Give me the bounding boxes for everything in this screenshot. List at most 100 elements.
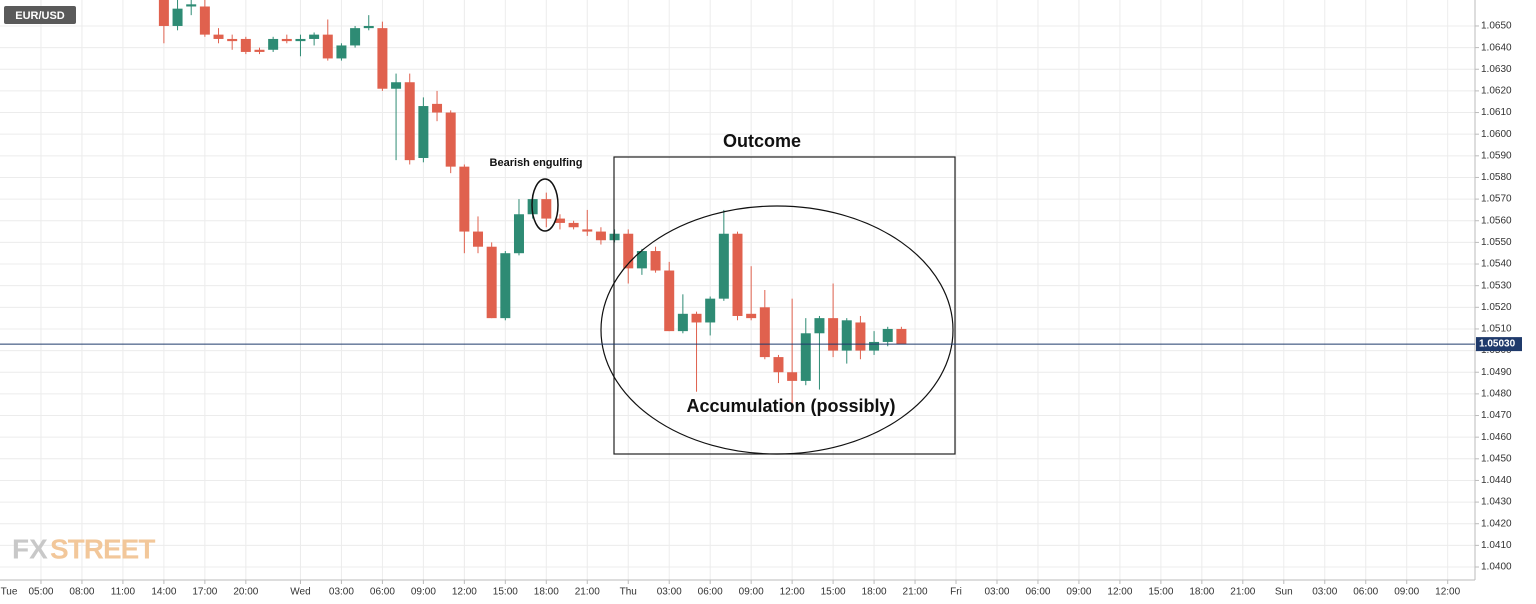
candle-body — [650, 251, 661, 271]
candle-body — [814, 318, 825, 334]
symbol-badge — [4, 6, 76, 24]
y-tick-label: 1.0610 — [1481, 107, 1512, 118]
candle-body — [828, 318, 839, 351]
x-tick-label: 09:00 — [411, 587, 436, 598]
y-tick-label: 1.0460 — [1481, 432, 1512, 443]
y-tick-label: 1.0480 — [1481, 389, 1512, 400]
candle-body — [882, 328, 893, 342]
candle-body — [582, 229, 593, 232]
y-tick-label: 1.0620 — [1481, 86, 1512, 97]
y-tick-label: 1.0600 — [1481, 129, 1512, 140]
x-tick-label: 03:00 — [657, 587, 682, 598]
x-tick-label: Thu — [620, 587, 637, 598]
x-tick-label: 06:00 — [1025, 587, 1050, 598]
x-tick-label: 12:00 — [1435, 587, 1460, 598]
x-tick-label: 12:00 — [452, 587, 477, 598]
candle-body — [869, 341, 880, 351]
x-tick-label: 15:00 — [821, 587, 846, 598]
candle-body — [732, 233, 743, 316]
y-tick-label: 1.0580 — [1481, 172, 1512, 183]
candle-body — [391, 82, 402, 89]
candle-body — [691, 313, 702, 323]
y-tick-label: 1.0630 — [1481, 64, 1512, 75]
x-tick-label: 17:00 — [192, 587, 217, 598]
x-tick-label: 08:00 — [69, 587, 94, 598]
y-tick-label: 1.0440 — [1481, 475, 1512, 486]
candle-body — [336, 45, 347, 59]
candles — [158, 0, 907, 407]
x-tick-label: 09:00 — [739, 587, 764, 598]
x-tick-label: 21:00 — [575, 587, 600, 598]
candle-body — [309, 34, 320, 39]
candle-body — [677, 313, 688, 332]
candle-body — [664, 270, 675, 332]
candle-body — [896, 328, 907, 345]
candle-body — [855, 322, 866, 351]
x-tick-label: Wed — [290, 587, 310, 598]
candle-body — [254, 49, 265, 52]
candle-body — [322, 34, 333, 59]
x-tick-label: 12:00 — [780, 587, 805, 598]
candle-body — [841, 320, 852, 351]
x-tick-label: 12:00 — [1107, 587, 1132, 598]
x-tick-label: 03:00 — [1312, 587, 1337, 598]
last-price-badge — [1476, 337, 1522, 352]
symbol-label: EUR/USD — [15, 10, 65, 22]
zone-label: Accumulation (possibly) — [686, 396, 895, 416]
x-tick-label: 11:00 — [111, 587, 136, 598]
y-tick-label: 1.0540 — [1481, 259, 1512, 270]
candle-body — [746, 313, 757, 319]
last-price-label: 1.05030 — [1479, 339, 1516, 350]
candle-body — [281, 38, 292, 42]
x-tick-label: 15:00 — [1148, 587, 1173, 598]
candle-body — [473, 231, 484, 247]
x-tick-label: 14:00 — [151, 587, 176, 598]
y-tick-label: 1.0550 — [1481, 237, 1512, 248]
candle-body — [363, 25, 374, 29]
candle-body — [500, 253, 511, 319]
y-tick-label: 1.0450 — [1481, 453, 1512, 464]
x-tick-label: Sun — [1275, 587, 1293, 598]
y-tick-label: 1.0400 — [1481, 562, 1512, 573]
x-tick-label: 21:00 — [1230, 587, 1255, 598]
candle-body — [404, 82, 415, 161]
candle-body — [418, 106, 429, 158]
y-tick-label: 1.0510 — [1481, 324, 1512, 335]
candle-body — [213, 34, 224, 39]
x-tick-label: 09:00 — [1394, 587, 1419, 598]
candle-body — [295, 38, 306, 42]
x-tick-label: Tue — [1, 587, 18, 598]
candle-body — [718, 233, 729, 299]
candle-body — [350, 28, 361, 46]
y-tick-label: 1.0430 — [1481, 497, 1512, 508]
zone-ellipse — [600, 205, 954, 455]
candle-body — [773, 357, 784, 373]
candle-body — [541, 199, 552, 219]
candle-body — [268, 38, 279, 50]
x-tick-label: 06:00 — [1353, 587, 1378, 598]
x-tick-label: 06:00 — [698, 587, 723, 598]
candle-body — [459, 166, 470, 232]
overlay: EUR/USD — [4, 6, 76, 24]
y-tick-label: 1.0530 — [1481, 280, 1512, 291]
candle-body — [227, 38, 238, 42]
candle-body — [705, 298, 716, 323]
y-tick-label: 1.0640 — [1481, 42, 1512, 53]
candle-body — [377, 28, 388, 89]
y-tick-label: 1.0470 — [1481, 410, 1512, 421]
candle-body — [623, 233, 634, 269]
candle-body — [186, 4, 197, 7]
x-tick-label: Fri — [950, 587, 962, 598]
candle-body — [158, 0, 169, 26]
watermark-street: STREET — [50, 533, 155, 564]
y-tick-label: 1.0570 — [1481, 194, 1512, 205]
x-tick-label: 21:00 — [903, 587, 928, 598]
candle-body — [787, 372, 798, 381]
annotations: Bearish engulfing Outcome Accumulation (… — [490, 131, 956, 455]
candle-body — [554, 218, 565, 223]
y-axis-panel — [1475, 0, 1536, 604]
y-tick-label: 1.0650 — [1481, 21, 1512, 32]
